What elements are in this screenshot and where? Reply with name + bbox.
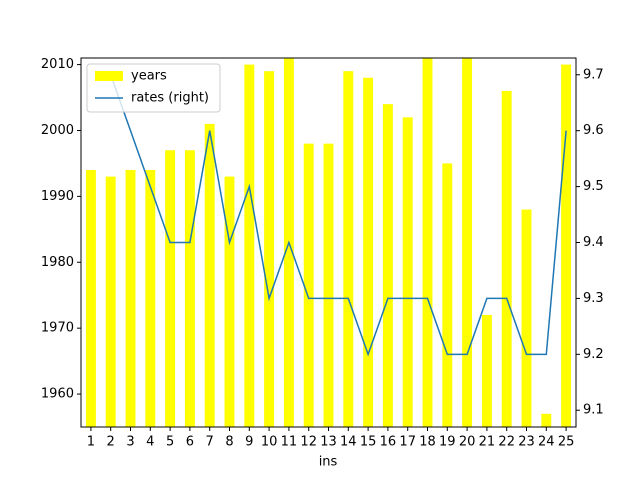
bar [541, 413, 552, 427]
x-tick-label: 12 [300, 435, 317, 450]
y-tick-label: 1990 [41, 189, 74, 204]
x-tick-label: 11 [281, 435, 298, 450]
bar [561, 64, 572, 427]
y-tick-label: 2000 [41, 123, 74, 138]
y2-tick-label: 9.2 [583, 347, 604, 362]
y2-tick-label: 9.7 [583, 67, 604, 82]
bar [303, 143, 314, 427]
x-tick-label: 22 [498, 435, 515, 450]
bar [184, 150, 195, 427]
plot-area [85, 58, 572, 427]
y-tick-label: 1980 [41, 255, 74, 270]
bar [125, 170, 136, 427]
y2-tick-label: 9.4 [583, 235, 604, 250]
x-tick-label: 24 [538, 435, 555, 450]
bar [145, 170, 156, 427]
y-tick-label: 1970 [41, 321, 74, 336]
legend-label: years [131, 69, 167, 84]
x-tick-label: 4 [146, 435, 154, 450]
x-tick-label: 23 [518, 435, 535, 450]
bar [204, 123, 215, 427]
bar [224, 176, 235, 427]
x-tick-label: 7 [206, 435, 214, 450]
bar [363, 77, 374, 427]
x-tick-label: 10 [261, 435, 278, 450]
x-tick-label: 16 [380, 435, 397, 450]
bar [501, 90, 512, 427]
y-tick-label: 1960 [41, 387, 74, 402]
bar [402, 117, 413, 427]
bar [422, 58, 433, 427]
x-tick-label: 21 [479, 435, 496, 450]
x-tick-label: 1 [87, 435, 95, 450]
bar [244, 64, 255, 427]
x-tick-label: 6 [186, 435, 194, 450]
x-tick-label: 9 [245, 435, 253, 450]
y2-tick-label: 9.3 [583, 291, 604, 306]
bar [165, 150, 176, 427]
x-axis-label: ins [319, 455, 338, 470]
x-tick-label: 5 [166, 435, 174, 450]
x-tick-label: 19 [439, 435, 456, 450]
bar [264, 71, 275, 427]
x-tick-label: 25 [558, 435, 575, 450]
x-tick-label: 14 [340, 435, 357, 450]
line [109, 74, 567, 357]
legend-label: rates (right) [131, 91, 209, 106]
bar [462, 58, 473, 427]
bar [105, 176, 116, 427]
bar [521, 209, 532, 427]
bar [85, 170, 96, 427]
bar [442, 163, 453, 427]
x-tick-label: 17 [399, 435, 416, 450]
bar [323, 143, 334, 427]
x-tick-label: 8 [225, 435, 233, 450]
y2-tick-label: 9.6 [583, 123, 604, 138]
y2-tick-label: 9.5 [583, 179, 604, 194]
bar [481, 314, 492, 427]
x-tick-label: 2 [107, 435, 115, 450]
y2-tick-label: 9.1 [583, 403, 604, 418]
legend-swatch [95, 71, 123, 81]
x-tick-label: 13 [320, 435, 337, 450]
x-tick-label: 20 [459, 435, 476, 450]
x-tick-label: 3 [126, 435, 134, 450]
x-tick-label: 18 [419, 435, 436, 450]
bar [382, 104, 393, 427]
bar [343, 71, 354, 427]
x-tick-label: 15 [360, 435, 377, 450]
y-tick-label: 2010 [41, 57, 74, 72]
